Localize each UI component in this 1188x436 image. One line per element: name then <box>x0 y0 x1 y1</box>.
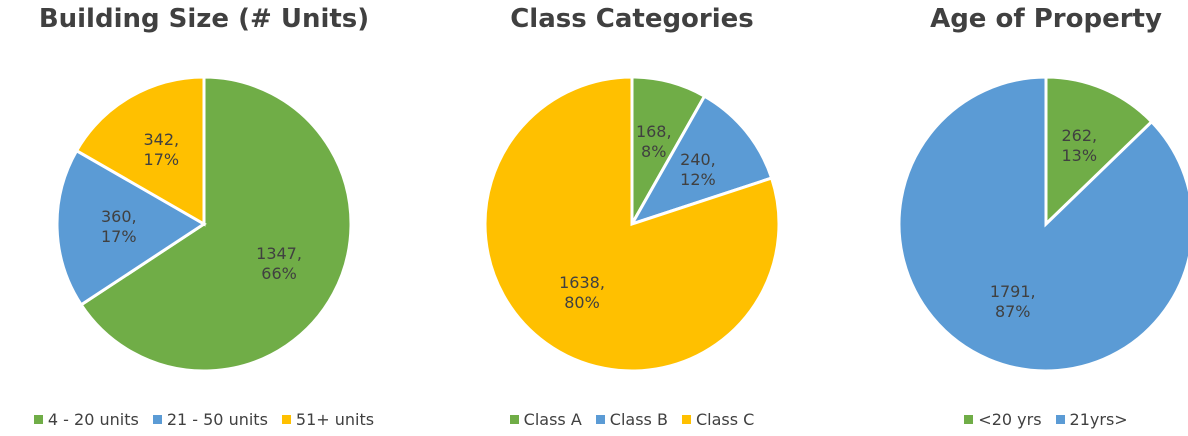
legend-item: 51+ units <box>281 410 375 429</box>
legend-swatch <box>33 415 43 424</box>
legend-item: Class A <box>509 410 582 429</box>
legend-swatch <box>681 415 691 424</box>
pie-slice <box>55 148 207 307</box>
legend-label: Class C <box>695 410 755 429</box>
legend-label: <20 yrs <box>978 410 1042 429</box>
legend-item: 4 - 20 units <box>33 410 139 429</box>
chart-title: Class Categories <box>510 4 754 34</box>
legend-item: 21 - 50 units <box>152 410 268 429</box>
legend-swatch <box>964 415 974 424</box>
data-label: 360, 17% <box>100 206 137 246</box>
legend-swatch <box>1055 415 1065 424</box>
legend-swatch <box>595 415 605 424</box>
data-label: 1347, 66% <box>256 244 302 284</box>
legend-label: 21yrs> <box>1069 410 1128 429</box>
legend-swatch <box>281 415 291 424</box>
pie-slice <box>483 75 781 373</box>
legend-label: 21 - 50 units <box>166 410 268 429</box>
legend-item: Class C <box>681 410 755 429</box>
pie-slice <box>628 94 774 227</box>
legend-label: 51+ units <box>295 410 375 429</box>
data-label: 1638, 80% <box>559 273 605 313</box>
legend-label: 4 - 20 units <box>47 410 139 429</box>
data-label: 240, 12% <box>680 149 716 189</box>
legend: 4 - 20 units 21 - 50 units 51+ units <box>4 410 404 429</box>
legend-swatch <box>152 415 162 424</box>
data-label: 262, 13% <box>1061 125 1098 165</box>
legend: Class A Class B Class C <box>432 410 832 429</box>
legend: <20 yrs 21yrs> <box>846 410 1188 429</box>
legend-label: Class B <box>609 410 668 429</box>
chart-title: Building Size (# Units) <box>38 4 370 34</box>
legend-item: <20 yrs <box>964 410 1042 429</box>
data-label: 1791, 87% <box>989 282 1036 322</box>
pie-slice <box>1044 75 1154 228</box>
legend-item: 21yrs> <box>1055 410 1128 429</box>
data-label: 342, 17% <box>143 130 180 170</box>
pie-slice <box>897 75 1188 373</box>
pie-slice <box>74 75 206 227</box>
legend-label: Class A <box>523 410 582 429</box>
data-label: 168, 8% <box>635 121 672 161</box>
chart-title: Age of Property <box>930 4 1162 34</box>
legend-swatch <box>509 415 519 424</box>
legend-item: Class B <box>595 410 668 429</box>
pie-slice <box>79 75 353 373</box>
